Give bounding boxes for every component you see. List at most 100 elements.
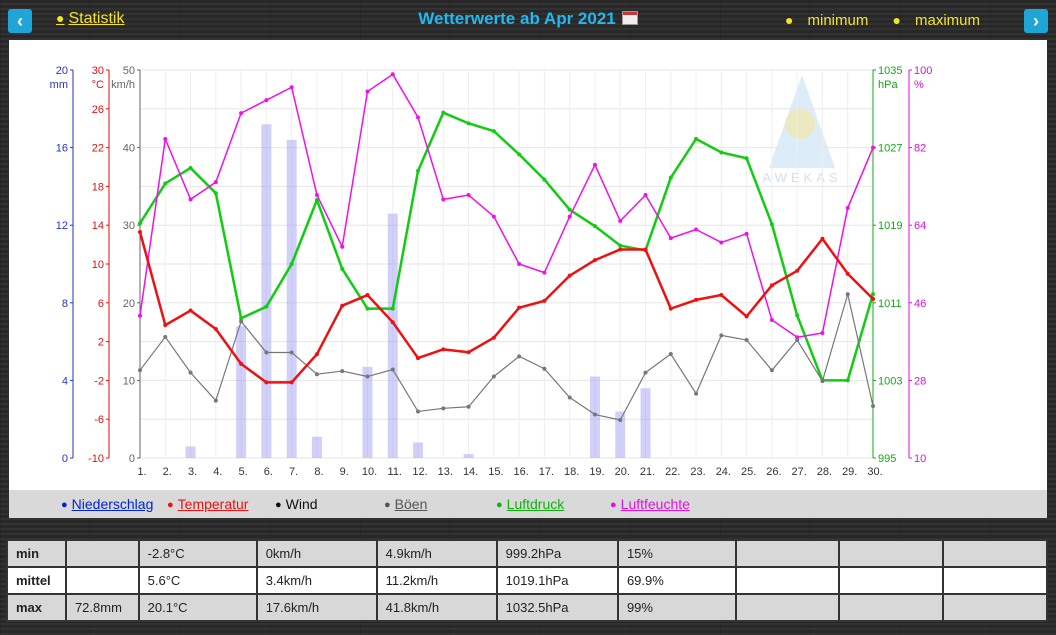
temperatur-point: [694, 297, 699, 302]
temperatur-point: [567, 273, 572, 278]
wind-point: [694, 391, 699, 396]
precip-bar: [387, 213, 398, 458]
legend-label: Niederschlag: [71, 496, 154, 512]
mm-tick-label: 16: [56, 143, 68, 155]
stats-cell: 15%: [616, 539, 737, 568]
stats-row: min -2.8°C 0km/h 4.9km/h 999.2hPa 15%: [6, 539, 1048, 568]
legend-bullet-icon: ●: [610, 499, 617, 511]
temperatur-point: [390, 320, 395, 325]
hpa-tick-label: 1035: [878, 65, 902, 77]
temperatur-point: [340, 303, 345, 308]
luftdruck-point: [744, 156, 749, 161]
legend-label: Wind: [285, 496, 318, 512]
wind-tick-label: 50: [123, 65, 135, 77]
wind-point: [845, 292, 850, 297]
minimum-toggle[interactable]: ● minimum: [775, 12, 868, 29]
legend-item-2[interactable]: ● Temperatur: [167, 496, 248, 512]
x-tick-label: 12.: [412, 466, 427, 478]
wind-tick-label: 40: [123, 143, 135, 155]
luftdruck-point: [264, 304, 269, 309]
luftdruck-point: [390, 306, 395, 311]
x-tick-label: 2.: [163, 466, 172, 478]
wind-point: [340, 369, 345, 374]
luftfeuchte-point: [795, 335, 800, 340]
legend-item-5[interactable]: ● Luftdruck: [496, 496, 564, 512]
legend-item-1[interactable]: ● Niederschlag: [61, 496, 153, 512]
luftfeuchte-point: [138, 313, 142, 318]
temperatur-point: [416, 356, 421, 361]
bullet-icon: ●: [785, 12, 794, 28]
wind-point: [668, 352, 673, 357]
luftdruck-point: [845, 378, 850, 383]
luftfeuchte-point: [239, 111, 244, 116]
x-tick-label: 15.: [488, 466, 503, 478]
temperatur-point: [188, 308, 193, 313]
wind-point: [365, 374, 370, 379]
hpa-tick-label: 995: [878, 453, 896, 465]
wind-point: [567, 395, 572, 400]
luftdruck-point: [289, 262, 294, 266]
chevron-right-icon: ›: [1033, 11, 1039, 31]
legend-item-3[interactable]: ● Wind: [275, 496, 318, 512]
luftfeuchte-point: [314, 193, 319, 198]
luftfeuchte-point: [769, 318, 774, 323]
precip-bar: [362, 366, 373, 458]
legend-item-4[interactable]: ● Böen: [384, 496, 427, 512]
luftfeuchte-point: [213, 180, 218, 185]
temperatur-point: [264, 380, 269, 385]
precip-bar: [589, 376, 600, 458]
pct-tick-label: 64: [914, 220, 926, 232]
maximum-toggle[interactable]: ● maximum: [883, 12, 980, 29]
hpa-unit-label: hPa: [878, 79, 898, 91]
hpa-tick-label: 1027: [878, 143, 902, 155]
luftfeuchte-point: [441, 197, 446, 202]
x-tick-label: 9.: [340, 466, 349, 478]
temperatur-point: [163, 323, 168, 328]
stats-row: max 72.8mm 20.1°C 17.6km/h 41.8km/h 1032.5hPa…: [6, 593, 1048, 622]
luftfeuchte-point: [264, 98, 269, 103]
stats-cell: [838, 539, 945, 568]
statistik-link[interactable]: ● Statistik: [56, 10, 124, 28]
next-period-button[interactable]: ›: [1024, 9, 1048, 33]
wind-tick-label: 0: [129, 453, 135, 465]
x-tick-label: 16.: [513, 466, 528, 478]
x-tick-label: 29.: [842, 466, 857, 478]
wind-point: [491, 374, 496, 379]
legend-item-6[interactable]: ● Luftfeuchte: [610, 496, 690, 512]
top-bar: ‹ ● Statistik Wetterwerte ab Apr 2021 ● mi…: [0, 0, 1056, 40]
temperatur-point: [517, 305, 522, 310]
precip-bar: [261, 124, 272, 458]
calendar-icon[interactable]: [621, 11, 638, 25]
luftdruck-point: [769, 222, 774, 227]
wind-point: [820, 379, 825, 384]
x-tick-label: 3.: [188, 466, 197, 478]
wind-point: [542, 366, 547, 371]
prev-period-button[interactable]: ‹: [8, 9, 32, 33]
stats-cell: 0km/h: [255, 539, 378, 568]
precip-bar: [236, 326, 247, 458]
luftfeuchte-point: [592, 162, 597, 167]
luftdruck-point: [517, 152, 522, 157]
stats-cell: 72.8mm: [64, 593, 140, 622]
stats-cell: [838, 566, 945, 595]
stats-cell: [64, 566, 140, 595]
legend-bullet-icon: ●: [496, 499, 503, 511]
luftfeuchte-point: [491, 214, 496, 219]
stats-cell: 1019.1hPa: [495, 566, 619, 595]
temp-tick-label: -10: [88, 453, 104, 465]
luftfeuchte-point: [694, 227, 699, 232]
luftfeuchte-point: [188, 197, 193, 202]
luftdruck-point: [542, 177, 547, 182]
mm-tick-label: 12: [56, 220, 68, 232]
stats-cell: 11.2km/h: [375, 566, 498, 595]
bullet-icon: ●: [56, 10, 65, 26]
wind-point: [466, 404, 471, 409]
legend-bullet-icon: ●: [61, 499, 68, 511]
stats-cell: [942, 566, 1048, 595]
temperatur-point: [365, 293, 370, 298]
legend-bullet-icon: ●: [384, 499, 391, 511]
luftfeuchte-point: [871, 145, 875, 150]
temperatur-point: [466, 350, 471, 355]
wind-point: [416, 409, 421, 414]
x-tick-label: 6.: [264, 466, 273, 478]
